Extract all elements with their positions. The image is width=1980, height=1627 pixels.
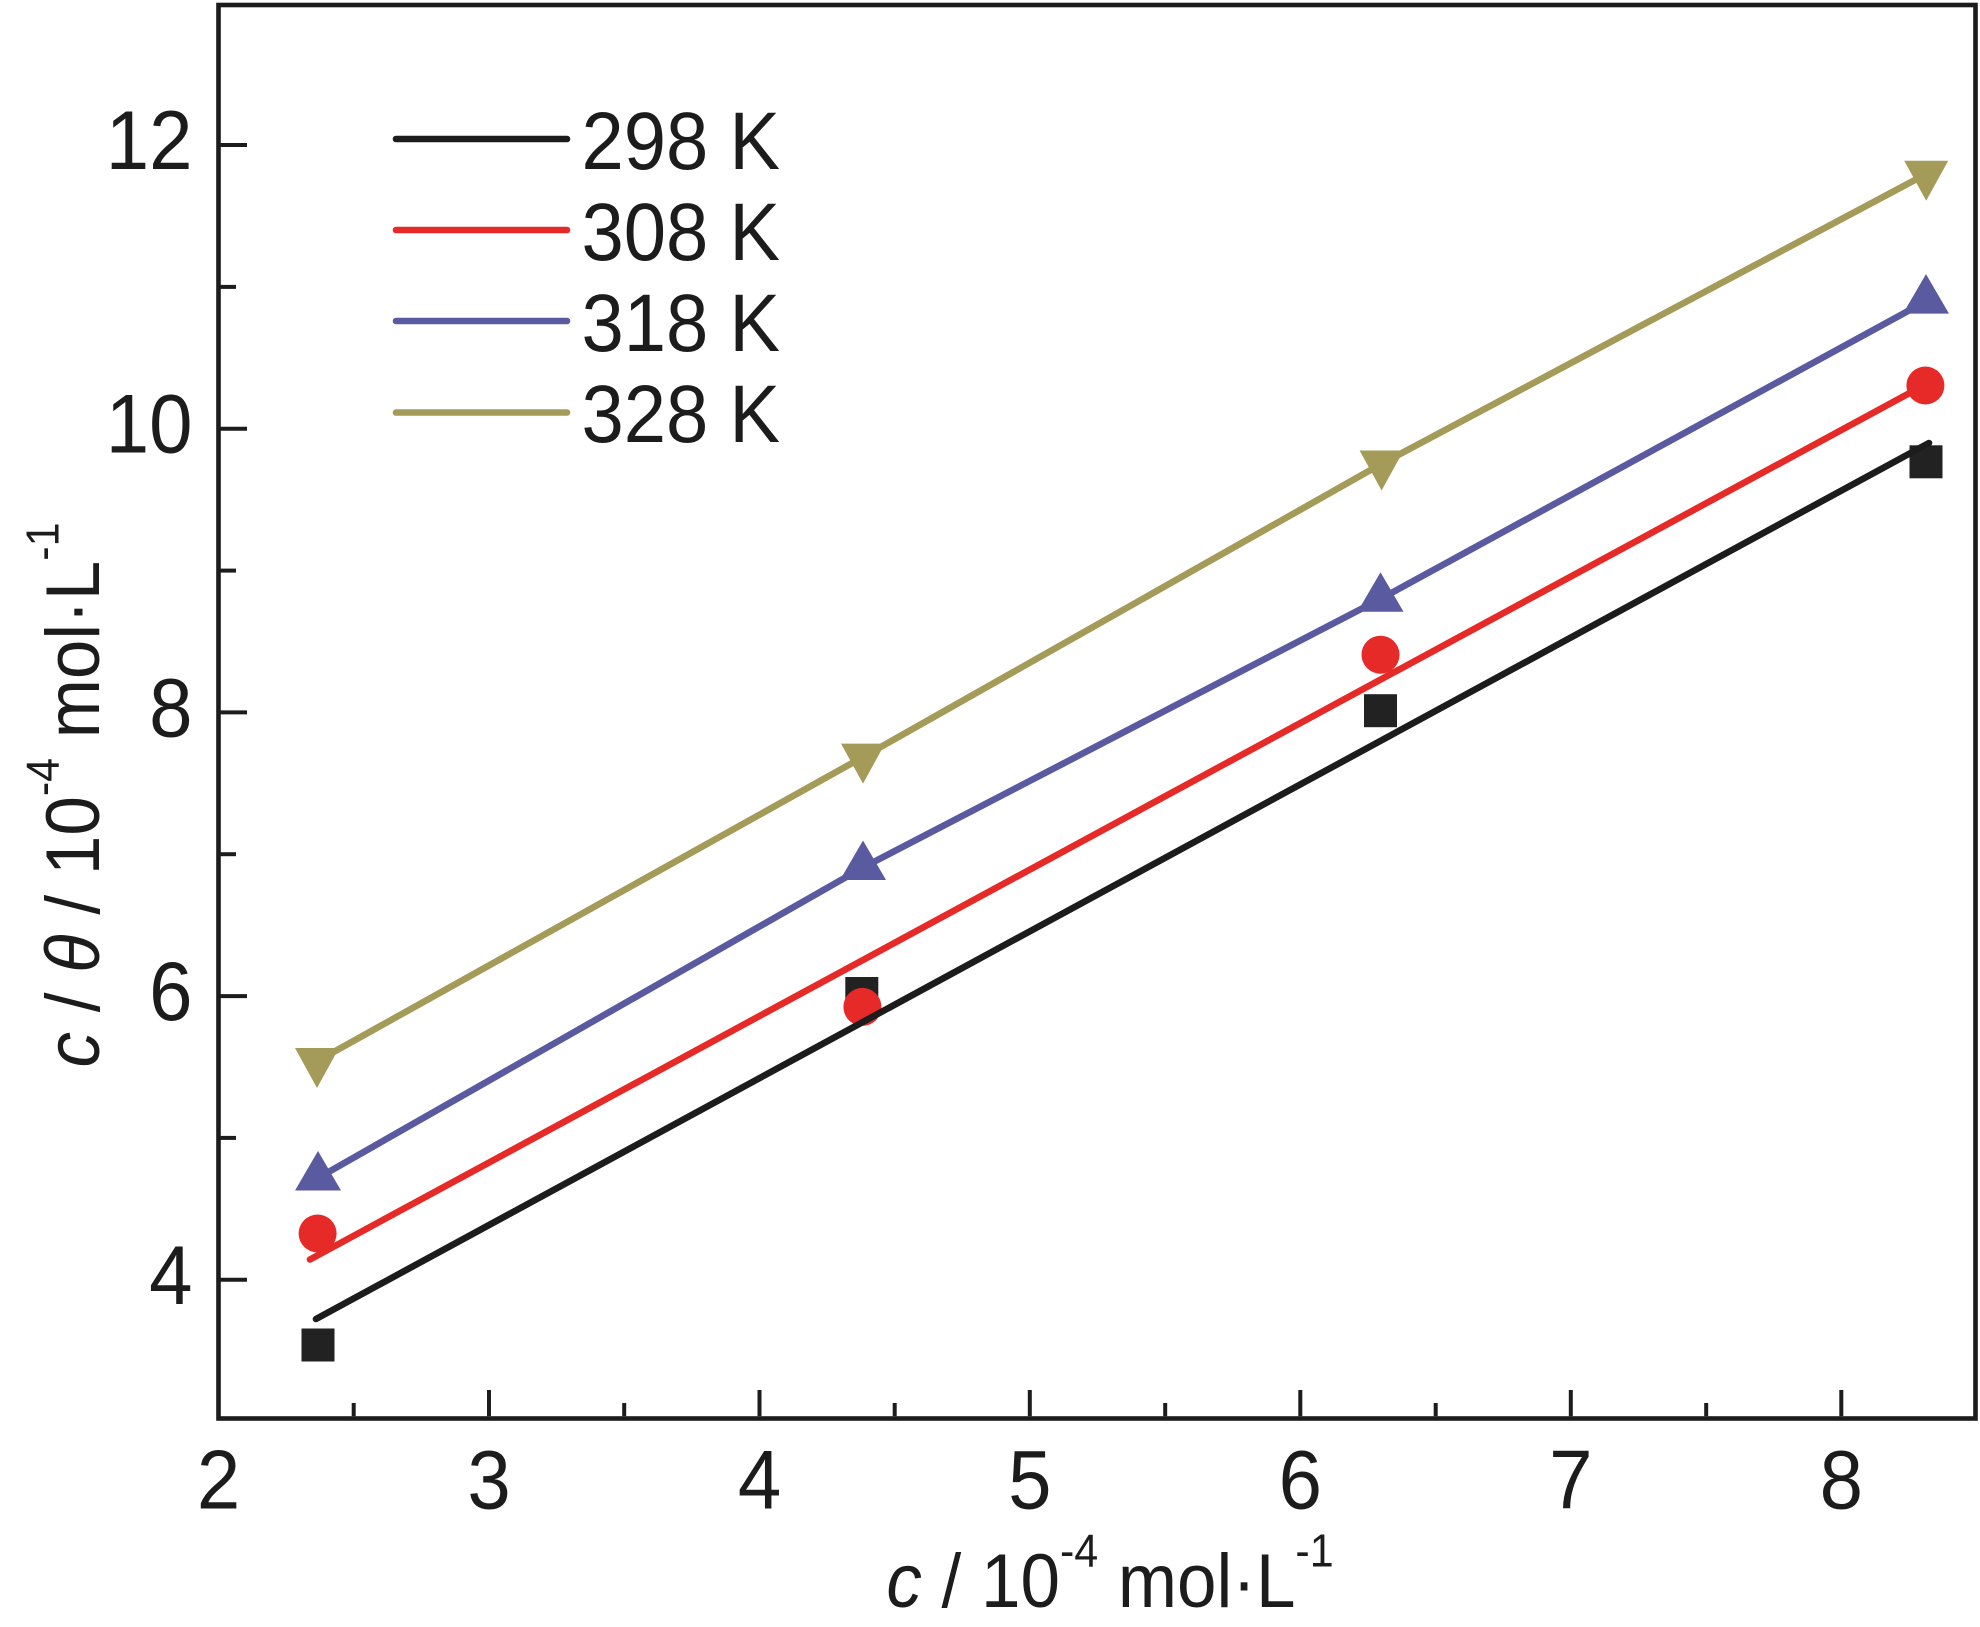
svg-text:328 K: 328 K	[582, 369, 781, 460]
svg-text:2: 2	[197, 1434, 240, 1527]
svg-text:298 K: 298 K	[582, 96, 781, 187]
svg-text:6: 6	[149, 946, 192, 1039]
svg-text:7: 7	[1549, 1434, 1592, 1527]
svg-text:318 K: 318 K	[582, 278, 781, 369]
svg-text:c / 10-4 mol·L-1: c / 10-4 mol·L-1	[886, 1526, 1333, 1623]
svg-text:4: 4	[149, 1229, 192, 1322]
svg-text:5: 5	[1008, 1434, 1051, 1527]
svg-text:308 K: 308 K	[582, 187, 781, 278]
svg-text:10: 10	[106, 378, 193, 471]
svg-text:12: 12	[106, 95, 193, 188]
svg-text:3: 3	[467, 1434, 510, 1527]
svg-text:8: 8	[149, 662, 192, 755]
svg-text:6: 6	[1279, 1434, 1322, 1527]
svg-text:8: 8	[1820, 1434, 1863, 1527]
svg-text:4: 4	[738, 1434, 781, 1527]
